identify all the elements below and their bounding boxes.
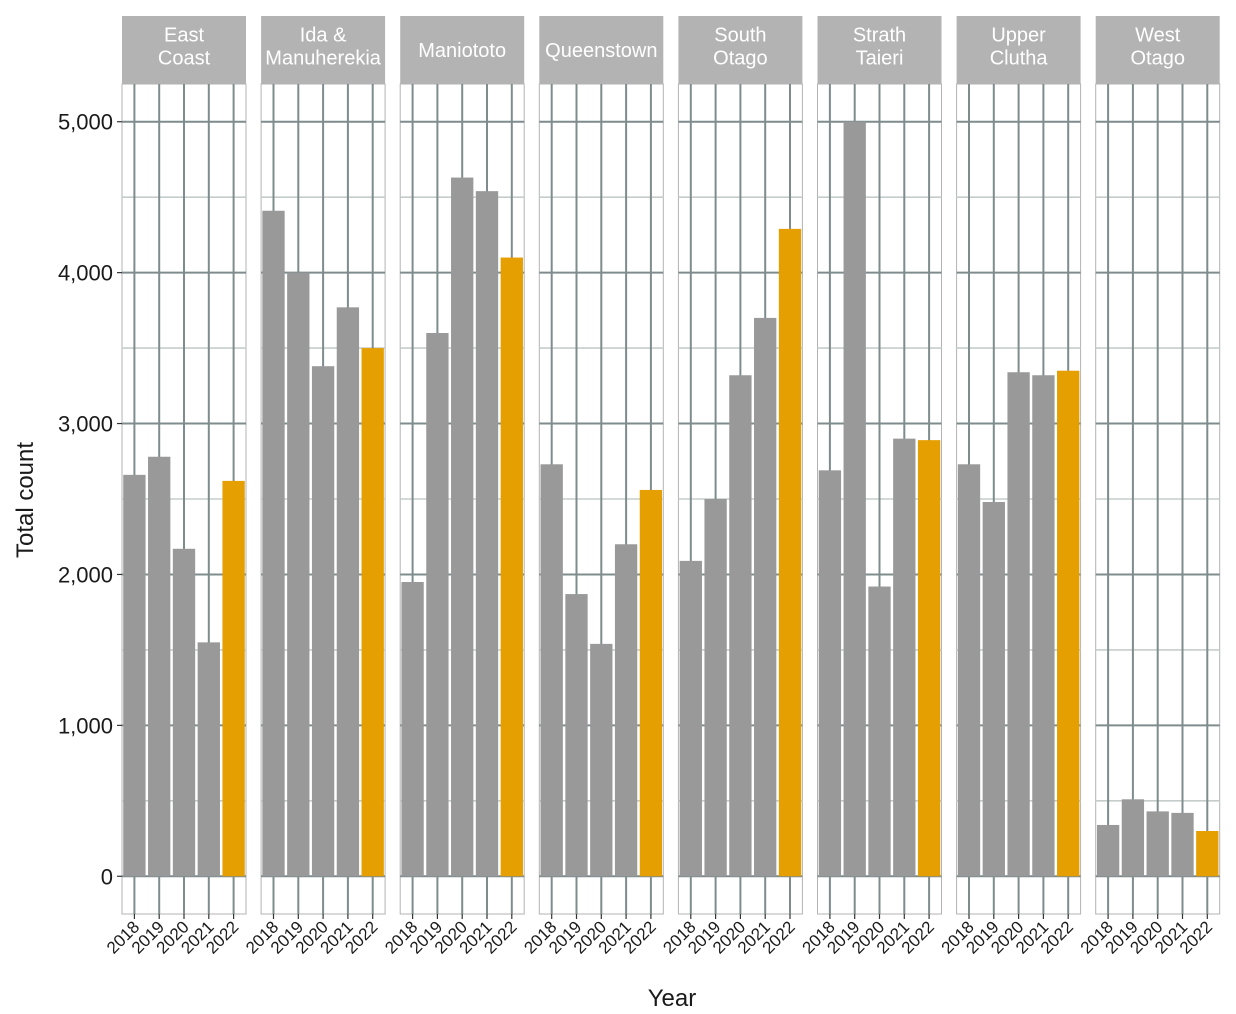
bar <box>426 333 449 877</box>
bar <box>704 499 727 877</box>
y-tick-label: 3,000 <box>58 412 113 437</box>
bar <box>311 366 335 877</box>
bar <box>590 643 613 877</box>
panel-strip-label: Manuherekia <box>265 48 382 70</box>
panel-strip <box>678 16 803 84</box>
bar <box>1032 375 1055 877</box>
bar <box>1007 372 1030 877</box>
panel-strip-label: Queenstown <box>545 40 657 62</box>
bar <box>123 474 146 877</box>
panel-strip <box>956 16 1081 84</box>
y-axis-title: Total count <box>12 442 39 558</box>
panel-strip-label: Maniototo <box>418 40 506 62</box>
panel-strip-label: Taieri <box>856 48 904 70</box>
bar <box>361 348 384 877</box>
panel-strip-label: Strath <box>853 25 906 47</box>
panel-strip <box>400 16 525 84</box>
y-axis: 0 1,000 2,000 3,000 4,000 5,000 <box>58 110 122 889</box>
bar <box>778 228 802 877</box>
bar <box>818 470 842 877</box>
bar <box>982 502 1005 877</box>
panel-strip-label: Clutha <box>990 48 1049 70</box>
bar <box>729 375 752 877</box>
panel-strip <box>539 16 664 84</box>
bar <box>172 548 196 877</box>
bar <box>1096 824 1120 877</box>
y-tick-label: 1,000 <box>58 713 113 738</box>
bar <box>287 272 310 877</box>
bar <box>1057 370 1080 877</box>
panel-strip <box>817 16 942 84</box>
bar <box>336 307 360 877</box>
bar <box>868 586 891 877</box>
bar <box>639 489 663 877</box>
bar <box>401 582 424 877</box>
bar <box>451 177 474 877</box>
panel-strip-label: East <box>164 25 204 47</box>
panel-strip-label: West <box>1135 25 1181 47</box>
bar <box>754 317 777 877</box>
bar <box>614 544 638 877</box>
bar <box>1196 831 1219 877</box>
bar <box>197 642 220 877</box>
bar <box>1121 799 1145 877</box>
bar <box>917 440 941 877</box>
y-tick-label: 2,000 <box>58 562 113 587</box>
panel-strip-label: Upper <box>991 25 1046 47</box>
y-tick-label: 4,000 <box>58 261 113 286</box>
bar <box>1171 812 1194 877</box>
bar <box>148 456 171 877</box>
bar <box>222 480 245 877</box>
panel-strip-label: Otago <box>1130 48 1184 70</box>
bar <box>565 594 588 877</box>
bar <box>843 121 866 877</box>
x-axis-title: Year <box>648 985 697 1012</box>
bar <box>500 257 523 877</box>
panel-strip-label: Coast <box>158 48 211 70</box>
bar <box>893 438 916 877</box>
bar <box>540 464 563 877</box>
panel-strip <box>1095 16 1220 84</box>
panel-strip-label: Ida & <box>300 25 347 47</box>
bar <box>679 560 702 877</box>
panel-strip-label: South <box>714 25 766 47</box>
panel-strip <box>261 16 386 84</box>
panel-strip-label: Otago <box>713 48 767 70</box>
y-tick-label: 5,000 <box>58 110 113 135</box>
bar <box>957 464 981 877</box>
bar <box>475 191 499 877</box>
bar <box>1146 811 1169 877</box>
y-tick-label: 0 <box>101 864 113 889</box>
panel-strip <box>122 16 246 84</box>
bar <box>262 210 285 877</box>
